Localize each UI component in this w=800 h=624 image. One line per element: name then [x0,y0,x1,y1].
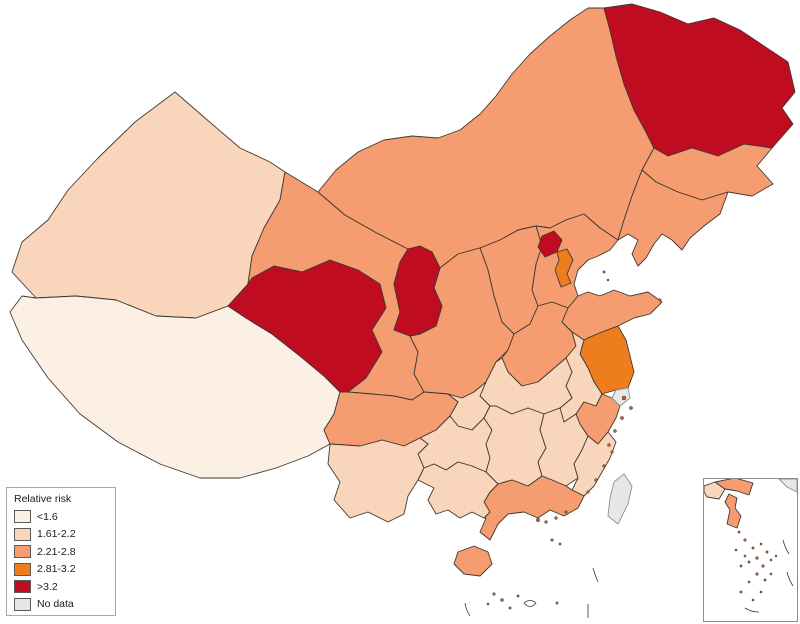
region-guangxi [417,461,499,519]
legend-label: No data [37,598,74,611]
legend-swatch [14,510,31,524]
legend-swatch [14,562,31,576]
legend-swatch [14,580,31,594]
region-ningxia [393,245,443,337]
legend-label: 2.21-2.8 [37,545,76,558]
inset-islands [734,530,794,613]
legend-item: 2.81-3.2 [14,561,108,579]
region-liaoning [617,169,729,267]
legend-swatch [14,597,31,611]
inset-map [704,479,797,613]
region-tianjin [554,248,574,288]
region-fujian [571,431,617,497]
legend-swatch [14,527,31,541]
region-hainan [453,545,493,577]
inset-region-guangdong [714,479,754,496]
south-china-sea-inset [703,478,798,622]
legend-label: <1.6 [37,510,58,523]
legend-swatch [14,545,31,559]
region-yunnan [327,437,429,523]
region-taiwan [607,473,633,525]
legend-item: >3.2 [14,578,108,596]
legend-item: 2.21-2.8 [14,543,108,561]
inset-region-taiwan [778,479,797,493]
legend-label: 1.61-2.2 [37,528,76,541]
region-hunan [483,405,547,487]
region-xinjiang [11,91,286,319]
legend-title: Relative risk [14,493,72,505]
legend-item: No data [14,596,108,614]
inset-region-hainan [724,493,742,529]
legend-item: <1.6 [14,508,108,526]
legend-item: 1.61-2.2 [14,526,108,544]
legend-label: 2.81-3.2 [37,563,76,576]
region-shanghai [611,387,631,407]
legend-label: >3.2 [37,580,58,593]
coastal-islands [464,270,662,618]
legend: Relative risk <1.6 1.61-2.2 2.21-2.8 2.8… [6,487,116,616]
